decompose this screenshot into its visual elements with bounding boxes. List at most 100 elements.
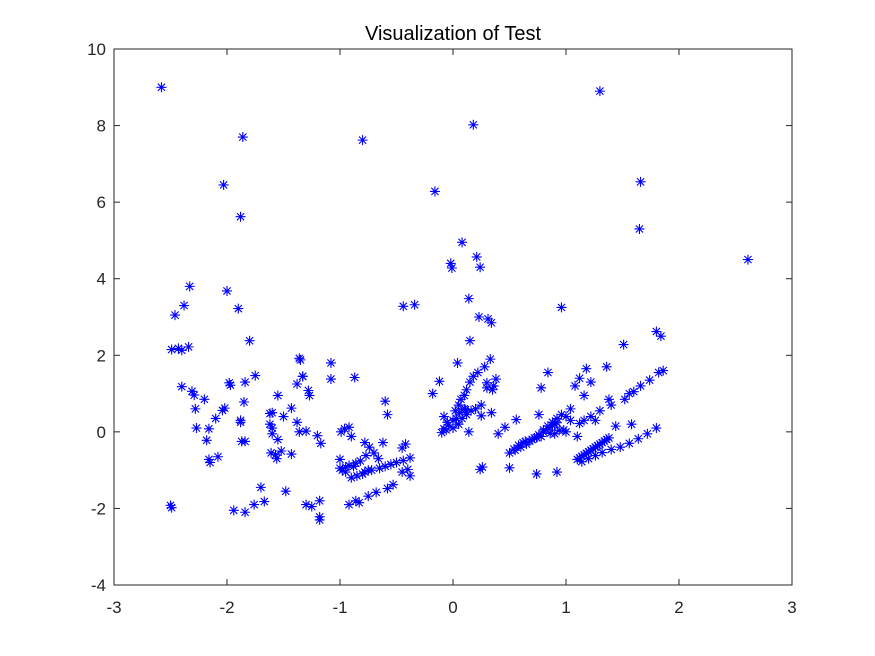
scatter-point	[350, 495, 361, 506]
scatter-point	[176, 345, 187, 356]
scatter-point	[533, 409, 544, 420]
scatter-point	[597, 447, 608, 458]
scatter-point	[655, 331, 666, 342]
scatter-point	[531, 432, 542, 443]
scatter-point	[551, 467, 562, 478]
scatter-point	[363, 491, 374, 502]
scatter-point	[464, 335, 475, 346]
x-tick-label: -3	[106, 598, 121, 617]
scatter-point	[570, 380, 581, 391]
y-tick-label: -4	[91, 576, 106, 595]
scatter-point	[429, 186, 440, 197]
scatter-point	[179, 300, 190, 311]
scatter-point	[377, 437, 388, 448]
scatter-point	[448, 423, 458, 434]
scatter-point	[594, 405, 605, 416]
scatter-point	[201, 435, 212, 446]
scatter-point	[561, 426, 571, 437]
scatter-point	[286, 449, 297, 460]
x-tick-label: -2	[219, 598, 234, 617]
scatter-point	[615, 442, 626, 453]
scatter-point	[335, 454, 345, 465]
scatter-point	[574, 418, 585, 429]
scatter-point	[603, 394, 614, 405]
scatter-point	[606, 400, 617, 411]
scatter-point	[173, 343, 184, 354]
scatter-point	[210, 413, 221, 424]
scatter-point	[264, 419, 275, 430]
x-axis: -3 -2 -1 0 1 2 3	[106, 49, 797, 617]
scatter-point	[443, 419, 454, 430]
scatter-point	[551, 413, 562, 424]
scatter-point	[434, 376, 445, 387]
scatter-point	[509, 444, 520, 455]
scatter-point	[483, 313, 494, 324]
scatter-point	[354, 497, 365, 508]
scatter-point	[409, 299, 420, 310]
scatter-point	[344, 499, 355, 510]
scatter-point	[371, 487, 382, 498]
scatter-point	[359, 437, 370, 448]
scatter-point	[183, 341, 194, 352]
scatter-point	[572, 431, 583, 442]
scatter-point	[470, 403, 481, 414]
scatter-point	[240, 377, 251, 388]
scatter-point	[270, 449, 281, 460]
scatter-point	[585, 411, 596, 422]
scatter-point	[402, 464, 413, 475]
scatter-point	[355, 455, 366, 466]
scatter-point	[339, 423, 350, 434]
chart-title: Visualization of Test	[365, 23, 541, 45]
scatter-point	[651, 423, 662, 434]
scatter-point	[486, 407, 497, 418]
scatter-point	[454, 407, 465, 418]
scatter-point	[453, 419, 464, 430]
scatter-point	[542, 421, 553, 432]
scatter-point	[357, 135, 368, 146]
scatter-point	[549, 428, 560, 439]
scatter-point	[479, 361, 490, 372]
scatter-point	[348, 461, 359, 472]
scatter-point	[561, 411, 571, 422]
scatter-point	[455, 394, 466, 405]
scatter-point	[199, 394, 210, 405]
scatter-point	[511, 414, 522, 425]
scatter-point	[405, 470, 416, 481]
scatter-point	[487, 384, 498, 395]
scatter-point	[556, 302, 567, 313]
scatter-point	[635, 176, 646, 187]
scatter-point	[565, 403, 576, 414]
scatter-point	[264, 408, 275, 419]
scatter-point	[190, 403, 201, 414]
scatter-point	[292, 379, 303, 389]
scatter-point	[278, 411, 289, 422]
x-tick-label: 3	[787, 598, 796, 617]
scatter-point	[398, 455, 409, 466]
scatter-point	[476, 410, 487, 421]
scatter-point	[603, 432, 614, 443]
scatter-point	[464, 377, 475, 388]
scatter-point	[633, 433, 644, 444]
scatter-point	[266, 447, 277, 458]
scatter-point	[585, 377, 596, 388]
y-tick-label: -2	[91, 499, 106, 518]
scatter-point	[556, 409, 567, 420]
scatter-point	[471, 251, 482, 262]
y-tick-label: 10	[87, 40, 106, 59]
scatter-point	[398, 301, 409, 312]
scatter-point	[203, 454, 214, 465]
scatter-point	[235, 211, 246, 222]
scatter-point	[240, 507, 251, 518]
scatter-point	[388, 479, 399, 490]
scatter-point	[583, 453, 594, 464]
scatter-point	[364, 442, 375, 453]
scatter-point	[610, 421, 621, 432]
scatter-point	[189, 390, 200, 401]
scatter-point	[271, 453, 282, 464]
scatter-point	[619, 394, 630, 405]
scatter-point	[170, 310, 181, 321]
scatter-point	[642, 428, 653, 439]
scatter-point	[644, 375, 655, 386]
scatter-point	[351, 470, 362, 481]
